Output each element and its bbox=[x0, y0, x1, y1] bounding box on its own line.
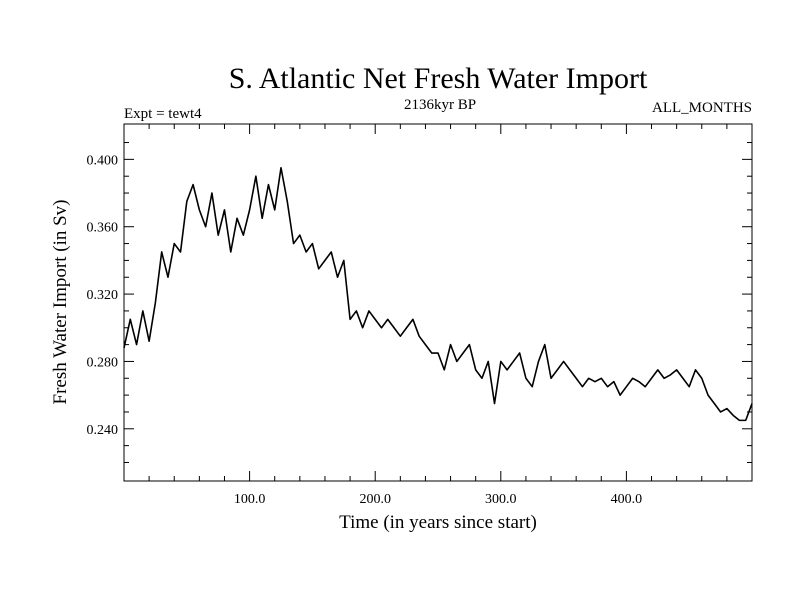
x-tick-label: 100.0 bbox=[234, 492, 266, 507]
y-tick-label: 0.280 bbox=[87, 355, 119, 370]
y-axis-label: Fresh Water Import (in Sv) bbox=[50, 200, 71, 405]
series-group bbox=[123, 166, 753, 422]
months-label: ALL_MONTHS bbox=[652, 100, 752, 116]
series-line bbox=[123, 166, 753, 422]
y-tick-label: 0.360 bbox=[87, 221, 119, 236]
axis-tick-labels: 100.0 200.0 300.0 400.0 0.240 0.280 0.320 0.360… bbox=[87, 153, 643, 507]
y-tick-label: 0.400 bbox=[87, 153, 119, 168]
experiment-label: Expt = tewt4 bbox=[124, 106, 202, 122]
x-tick-label: 300.0 bbox=[485, 492, 517, 507]
x-tick-label: 200.0 bbox=[359, 492, 391, 507]
time-period-label: 2136kyr BP bbox=[404, 97, 476, 113]
x-axis-label: Time (in years since start) bbox=[339, 512, 537, 533]
plot-frame bbox=[123, 123, 753, 482]
axis-ticks bbox=[124, 124, 752, 481]
y-tick-label: 0.240 bbox=[87, 423, 119, 438]
y-tick-label: 0.320 bbox=[87, 288, 119, 303]
x-tick-label: 400.0 bbox=[611, 492, 643, 507]
chart-title: S. Atlantic Net Fresh Water Import bbox=[229, 62, 648, 95]
